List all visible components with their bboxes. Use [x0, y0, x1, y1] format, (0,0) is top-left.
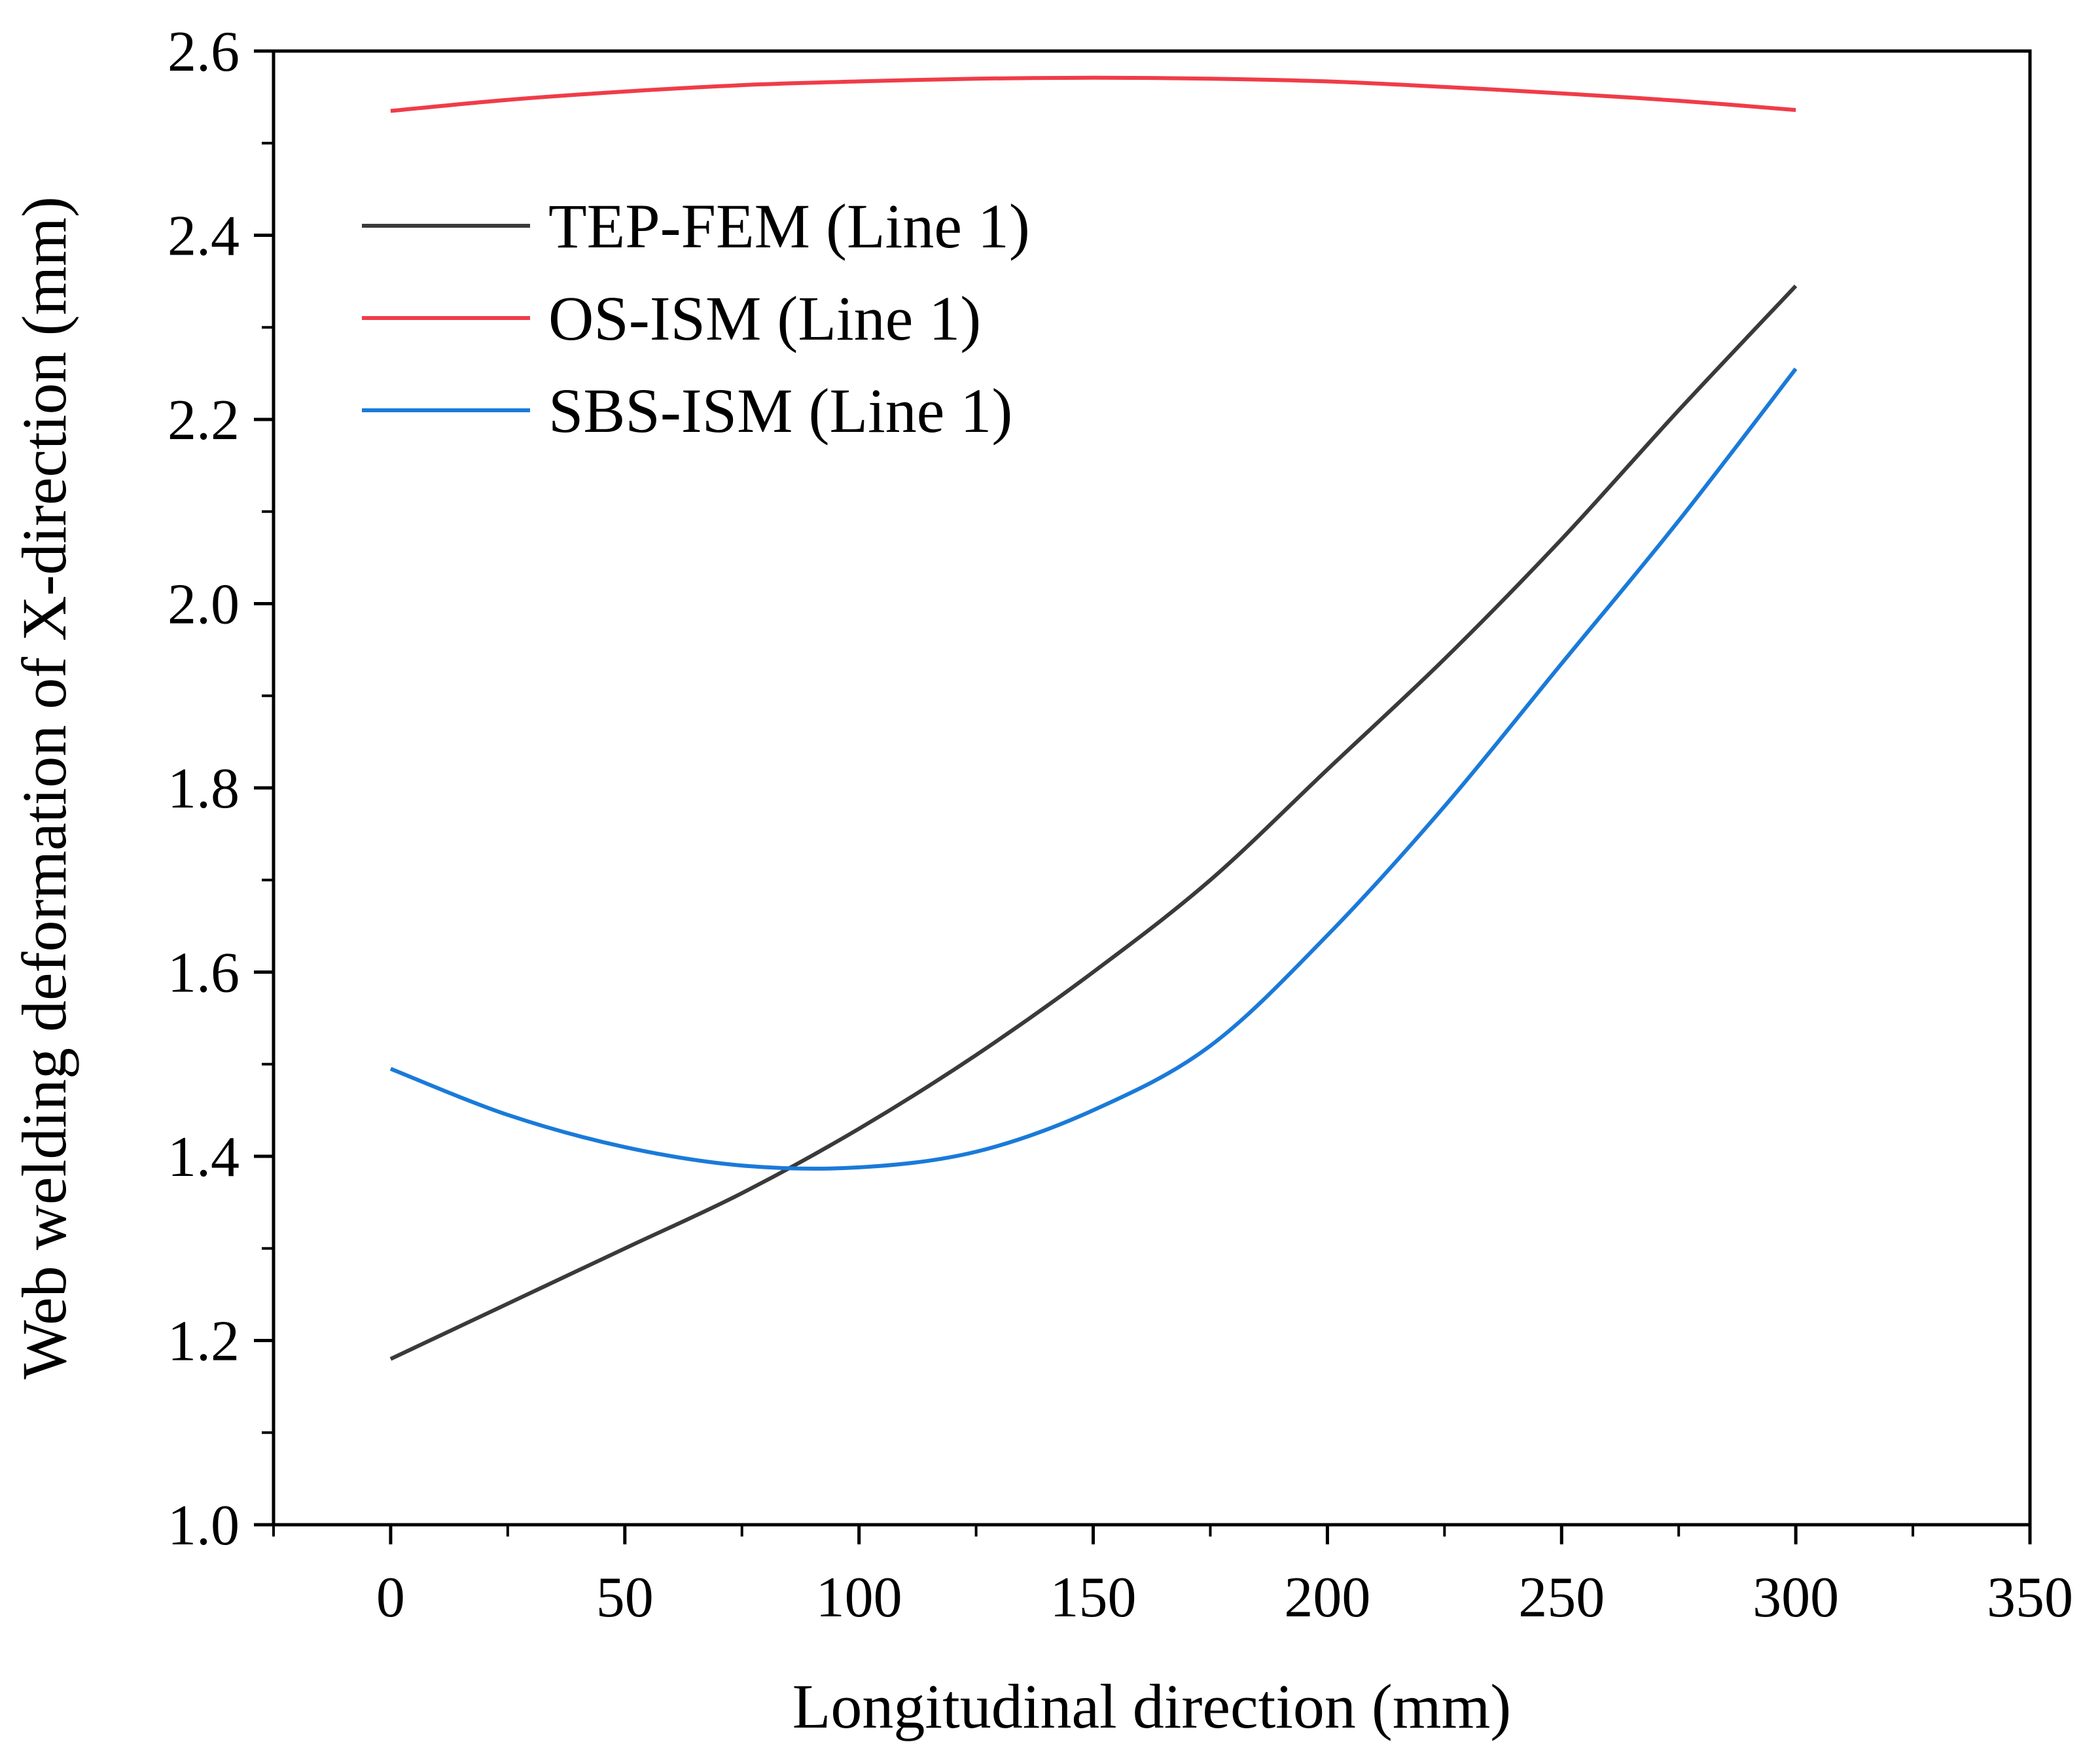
- y-tick-label: 1.6: [168, 942, 240, 1005]
- x-tick-label: 200: [1284, 1566, 1370, 1629]
- y-tick-label: 1.4: [168, 1126, 240, 1189]
- axis-ticks: [254, 49, 2032, 1544]
- y-tick-label: 1.2: [168, 1310, 240, 1374]
- series-line-os-ism: [390, 75, 1796, 113]
- x-tick-label: 250: [1518, 1566, 1605, 1629]
- x-tick-label: 0: [376, 1566, 405, 1629]
- y-tick-label: 1.8: [168, 757, 240, 821]
- legend-label-tep-fem: TEP-FEM (Line 1): [548, 191, 1030, 261]
- y-tick-label: 2.4: [168, 205, 240, 268]
- series-lines: [389, 75, 1798, 1361]
- y-tick-label: 2.0: [168, 573, 240, 637]
- legend: TEP-FEM (Line 1) OS-ISM (Line 1) SBS-ISM…: [362, 191, 1030, 446]
- y-axis-tick-labels: 1.0 1.2 1.4 1.6 1.8 2.0 2.2 2.4 2.6: [168, 20, 240, 1557]
- legend-label-os-ism: OS-ISM (Line 1): [548, 283, 981, 353]
- legend-label-sbs-ism: SBS-ISM (Line 1): [548, 376, 1012, 446]
- x-tick-label: 150: [1050, 1566, 1137, 1629]
- series-line-sbs-ism: [389, 367, 1798, 1171]
- y-tick-label: 1.0: [168, 1494, 240, 1557]
- x-tick-label: 300: [1753, 1566, 1839, 1629]
- y-tick-label: 2.6: [168, 20, 240, 84]
- y-axis-title: Web welding deformation of X-direction (…: [9, 196, 79, 1379]
- y-tick-label: 2.2: [168, 389, 240, 452]
- x-axis-title: Longitudinal direction (mm): [792, 1671, 1511, 1741]
- x-axis-tick-labels: 0 50 100 150 200 250 300 350: [376, 1566, 2073, 1629]
- x-tick-label: 50: [596, 1566, 654, 1629]
- x-tick-label: 350: [1987, 1566, 2073, 1629]
- x-tick-label: 100: [816, 1566, 902, 1629]
- series-line-tep-fem: [389, 284, 1798, 1361]
